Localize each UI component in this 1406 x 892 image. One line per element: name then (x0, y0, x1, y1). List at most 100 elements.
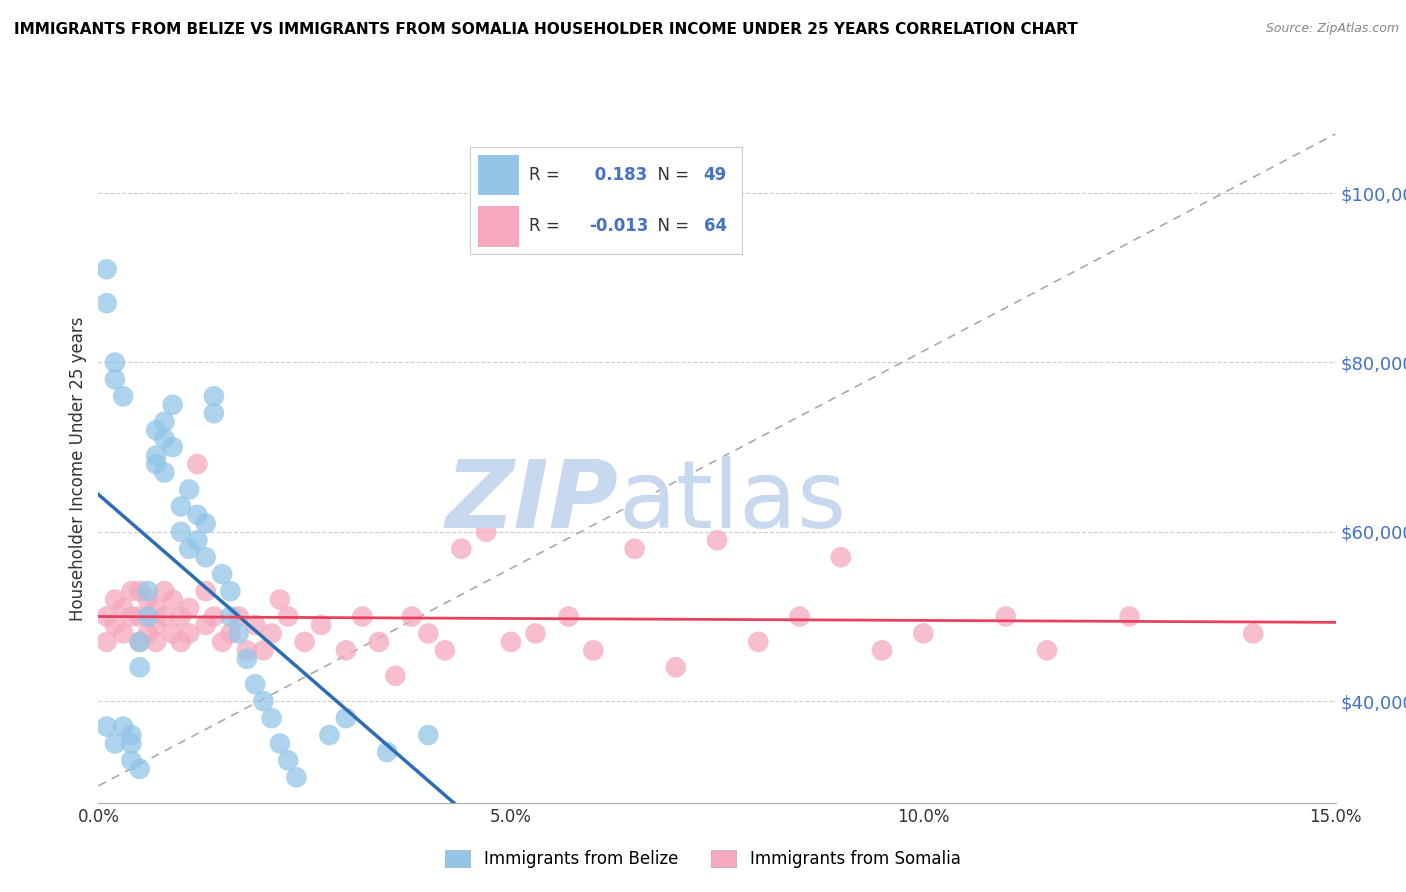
Point (104, 592, 127, 607)
Point (557, 609, 579, 624)
Point (136, 626, 159, 640)
Point (120, 609, 142, 624)
Point (145, 635, 167, 649)
Point (128, 660, 150, 674)
Point (179, 601, 201, 615)
Point (352, 609, 374, 624)
Point (145, 423, 167, 437)
Point (335, 711, 357, 725)
Point (136, 609, 159, 624)
Point (179, 541, 201, 556)
Point (104, 355, 127, 369)
Point (219, 626, 242, 640)
Point (104, 618, 127, 632)
Point (269, 592, 291, 607)
Point (747, 635, 769, 649)
Point (120, 737, 142, 751)
Text: ZIP: ZIP (446, 456, 619, 548)
Point (219, 584, 242, 599)
Point (202, 609, 225, 624)
Point (194, 584, 217, 599)
Point (294, 635, 316, 649)
Point (128, 584, 150, 599)
Legend: Immigrants from Belize, Immigrants from Somalia: Immigrants from Belize, Immigrants from … (439, 843, 967, 875)
Point (418, 626, 440, 640)
Point (285, 771, 308, 785)
Point (186, 533, 208, 548)
Point (162, 592, 184, 607)
Point (170, 524, 193, 539)
Point (96, 262, 118, 277)
Point (179, 483, 201, 497)
Point (1118, 609, 1140, 624)
Point (96, 635, 118, 649)
Point (170, 609, 193, 624)
Point (145, 601, 167, 615)
Point (112, 601, 135, 615)
Point (623, 541, 645, 556)
Text: atlas: atlas (619, 456, 846, 548)
Point (277, 754, 299, 768)
Point (96, 609, 118, 624)
Point (136, 592, 159, 607)
Point (120, 754, 142, 768)
Point (153, 466, 176, 480)
Point (136, 584, 159, 599)
Point (202, 389, 225, 403)
Point (228, 609, 250, 624)
Point (104, 737, 127, 751)
Point (194, 618, 217, 632)
Point (112, 720, 135, 734)
Point (335, 643, 357, 657)
Point (170, 635, 193, 649)
Point (236, 643, 259, 657)
Point (120, 584, 142, 599)
Point (260, 626, 283, 640)
Point (309, 618, 332, 632)
Point (499, 635, 522, 649)
Point (96, 296, 118, 310)
Point (112, 389, 135, 403)
Point (236, 652, 259, 666)
Text: Source: ZipAtlas.com: Source: ZipAtlas.com (1265, 22, 1399, 36)
Point (830, 550, 852, 565)
Point (211, 567, 233, 582)
Point (1241, 626, 1264, 640)
Point (128, 762, 150, 776)
Point (120, 728, 142, 742)
Point (789, 609, 811, 624)
Point (194, 550, 217, 565)
Point (367, 635, 389, 649)
Point (186, 508, 208, 522)
Point (524, 626, 547, 640)
Point (260, 711, 283, 725)
Point (128, 609, 150, 624)
Point (96, 720, 118, 734)
Point (433, 643, 456, 657)
Point (194, 516, 217, 531)
Point (269, 737, 291, 751)
Point (128, 635, 150, 649)
Point (153, 609, 176, 624)
Point (104, 372, 127, 386)
Point (252, 643, 274, 657)
Point (145, 457, 167, 471)
Point (145, 449, 167, 463)
Point (179, 626, 201, 640)
Point (665, 660, 688, 674)
Point (384, 669, 406, 683)
Point (1036, 643, 1059, 657)
Text: IMMIGRANTS FROM BELIZE VS IMMIGRANTS FROM SOMALIA HOUSEHOLDER INCOME UNDER 25 YE: IMMIGRANTS FROM BELIZE VS IMMIGRANTS FRO… (14, 22, 1078, 37)
Point (162, 440, 184, 454)
Point (318, 728, 340, 742)
Point (912, 626, 935, 640)
Point (153, 415, 176, 429)
Point (243, 618, 266, 632)
Point (186, 457, 208, 471)
Point (475, 524, 498, 539)
Point (450, 541, 472, 556)
Point (145, 618, 167, 632)
Point (277, 609, 299, 624)
Point (243, 677, 266, 691)
Point (211, 635, 233, 649)
